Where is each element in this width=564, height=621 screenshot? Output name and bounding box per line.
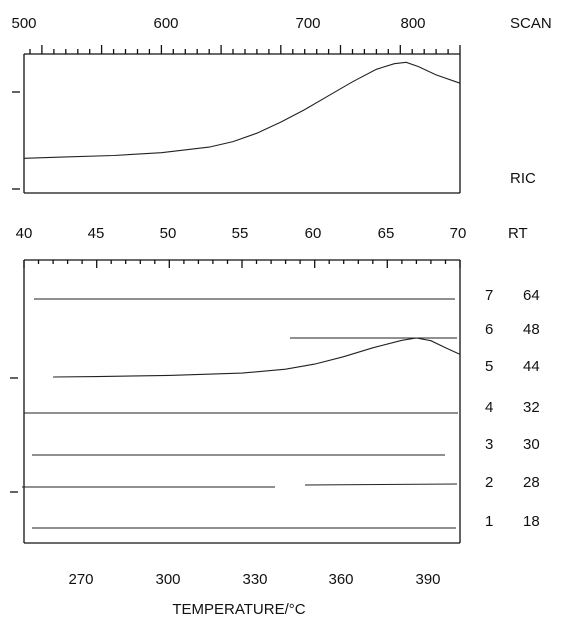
trace-value-5: 44 [523,358,540,375]
temp-tick-label-330: 330 [242,571,267,588]
trace-value-2: 28 [523,474,540,491]
rt-tick-label-60: 60 [305,225,322,242]
temp-tick-label-390: 390 [415,571,440,588]
top-panel: 500 600 700 800 SCAN RIC [11,15,552,194]
trace-value-3: 30 [523,436,540,453]
ric-trace [23,61,461,159]
rt-tick-label-40: 40 [16,225,33,242]
bottom-panel: 40 45 50 55 60 65 70 RT 7 64 6 48 5 44 4… [10,225,540,618]
rt-tick-label-65: 65 [378,225,395,242]
scan-axis-ticks [29,45,461,54]
trace-value-1: 18 [523,513,540,530]
scan-tick-label-500: 500 [11,15,36,32]
trace-2b [304,483,458,486]
trace-index-7: 7 [485,287,493,304]
scan-tick-label-600: 600 [153,15,178,32]
temp-tick-label-300: 300 [155,571,180,588]
rt-tick-label-50: 50 [160,225,177,242]
trace-index-6: 6 [485,321,493,338]
trace-index-3: 3 [485,436,493,453]
trace-index-1: 1 [485,513,493,530]
scan-tick-label-800: 800 [400,15,425,32]
trace-value-6: 48 [523,321,540,338]
trace-index-4: 4 [485,399,493,416]
trace-value-4: 32 [523,399,540,416]
rt-axis-label: RT [508,225,528,242]
rt-tick-label-55: 55 [232,225,249,242]
rt-axis-ticks [23,260,461,268]
scan-axis-label: SCAN [510,15,552,32]
trace-index-2: 2 [485,474,493,491]
rt-tick-label-70: 70 [450,225,467,242]
temperature-axis-label: TEMPERATURE/°C [172,601,305,618]
temp-tick-label-270: 270 [68,571,93,588]
trace-value-7: 64 [523,287,540,304]
ric-series-label: RIC [510,170,536,187]
rt-tick-label-45: 45 [88,225,105,242]
trace-5 [53,337,461,378]
trace-index-5: 5 [485,358,493,375]
temp-tick-label-360: 360 [328,571,353,588]
scan-tick-label-700: 700 [295,15,320,32]
